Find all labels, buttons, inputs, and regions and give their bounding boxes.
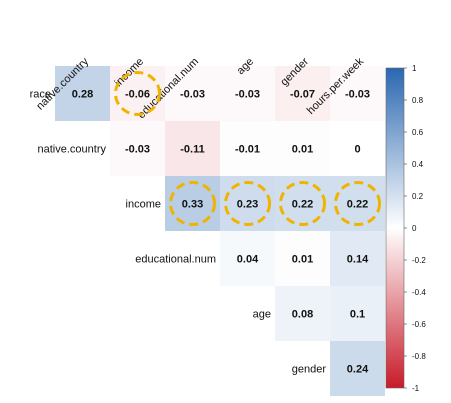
cell-value-label: 0.04	[237, 254, 259, 266]
cell-value-label: 0	[354, 144, 360, 156]
colorbar-tick-label: 0.8	[412, 96, 424, 105]
colorbar-tick-label: 0.4	[412, 160, 424, 169]
cell-value-label: 0.22	[347, 199, 368, 211]
heatmap-cell	[220, 66, 275, 121]
row-label: native.country	[38, 144, 107, 156]
cell-value-label: -0.06	[125, 89, 150, 101]
heatmap-cell	[330, 231, 385, 286]
heatmap-cell	[220, 176, 275, 231]
heatmap-cell	[330, 176, 385, 231]
cell-value-label: 0.14	[347, 254, 369, 266]
cell-value-label: -0.03	[235, 89, 260, 101]
heatmap-cell	[275, 66, 330, 121]
cell-value-label: -0.11	[180, 144, 204, 156]
colorbar-ticks: 1 0.8 0.6 0.4 0.2 0 -0.2 -0.4 -0.6 -0.8 -1	[404, 64, 426, 393]
heatmap-cells	[55, 66, 385, 396]
row-label: age	[253, 309, 271, 321]
colorbar-tick-label: -0.8	[412, 352, 426, 361]
heatmap-cell	[275, 231, 330, 286]
heatmap-cell	[275, 286, 330, 341]
highlight-circle	[114, 71, 161, 116]
cell-value-label: 0.24	[347, 364, 369, 376]
heatmap-cell	[275, 176, 330, 231]
heatmap-cell	[330, 341, 385, 396]
cell-value-label: -0.03	[345, 89, 370, 101]
cell-value-label: 0.01	[292, 254, 313, 266]
colorbar-tick-label: -0.2	[412, 256, 426, 265]
cell-value-label: 0.08	[292, 309, 313, 321]
cell-value-label: -0.01	[235, 144, 260, 156]
heatmap-cell	[165, 176, 220, 231]
colorbar-tick-label: -1	[412, 384, 420, 393]
heatmap-cell	[330, 66, 385, 121]
colorbar-tick-label: -0.4	[412, 288, 426, 297]
row-label: income	[126, 199, 161, 211]
heatmap-cell	[110, 121, 165, 176]
colorbar-gradient	[385, 67, 405, 389]
highlight-circle	[279, 181, 326, 226]
heatmap-cell	[110, 66, 165, 121]
heatmap-value-labels: 0.28 -0.06 -0.03 -0.03 -0.07 -0.03 -0.03 -0.11 -…	[72, 89, 370, 376]
heatmap-cell	[330, 286, 385, 341]
cell-value-label: 0.33	[182, 199, 203, 211]
cell-value-label: 0.23	[237, 199, 258, 211]
cell-value-label: 0.1	[350, 309, 365, 321]
heatmap-cell	[55, 66, 110, 121]
highlight-circle	[169, 181, 216, 226]
highlight-circles	[114, 71, 381, 226]
cell-value-label: 0.01	[292, 144, 313, 156]
highlight-circle	[334, 181, 381, 226]
colorbar-tick-label: 1	[412, 64, 417, 73]
heatmap-cell	[165, 66, 220, 121]
row-labels: race native.country income educational.num a…	[30, 89, 327, 376]
heatmap-cell	[220, 231, 275, 286]
highlight-circle	[224, 181, 271, 226]
heatmap-cell	[220, 121, 275, 176]
cell-value-label: -0.03	[180, 89, 205, 101]
cell-value-label: -0.03	[125, 144, 150, 156]
row-label: race	[30, 89, 51, 101]
cell-value-label: 0.28	[72, 89, 93, 101]
row-label: gender	[292, 364, 327, 376]
colorbar-tick-label: 0.6	[412, 128, 424, 137]
heatmap-cell	[165, 121, 220, 176]
cell-value-label: -0.07	[290, 89, 315, 101]
colorbar-tick-label: 0	[412, 224, 417, 233]
heatmap-cell	[275, 121, 330, 176]
colorbar-tick-label: 0.2	[412, 192, 424, 201]
colorbar: 1 0.8 0.6 0.4 0.2 0 -0.2 -0.4 -0.6 -0.8 -1	[385, 64, 426, 393]
colorbar-tick-label: -0.6	[412, 320, 426, 329]
cell-value-label: 0.22	[292, 199, 313, 211]
heatmap-cell	[330, 121, 385, 176]
row-label: educational.num	[135, 254, 216, 266]
